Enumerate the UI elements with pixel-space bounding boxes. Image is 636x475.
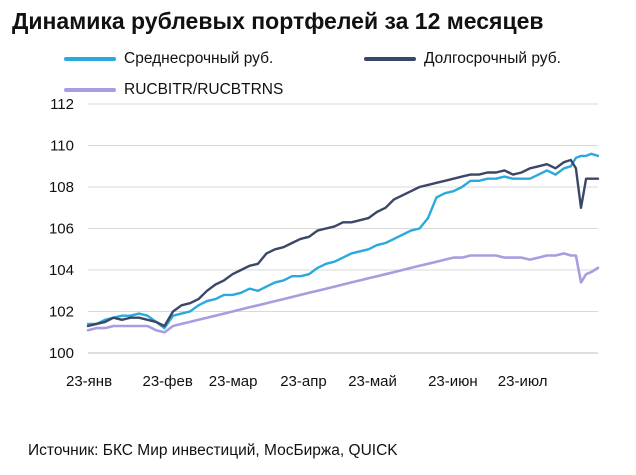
legend-swatch-medium [64,57,116,61]
y-tick-label: 110 [50,138,74,155]
y-tick-label: 100 [49,345,74,362]
legend-swatch-index [64,88,116,92]
legend-label-medium: Среднесрочный руб. [124,50,274,67]
chart-title: Динамика рублевых портфелей за 12 месяце… [12,8,544,34]
series-line-long [86,158,600,328]
series-line-index [86,252,600,334]
y-tick-label: 108 [49,179,74,196]
y-tick-label: 102 [49,304,74,321]
x-tick-label: 23-мар [209,373,258,390]
legend-label-index: RUCBITR/RUCBTRNS [124,81,284,98]
source-note: Источник: БКС Мир инвестиций, МосБиржа, … [28,442,398,459]
y-tick-label: 112 [50,96,74,113]
line-chart: 100 102 104 106 108 110 112 23-янв 23-фев 23-мар 2… [49,96,600,390]
x-tick-label: 23-май [348,373,397,390]
x-tick-label: 23-апр [280,373,327,390]
legend-swatch-long [364,57,416,61]
x-tick-label: 23-июн [428,373,478,390]
series-line-medium [86,152,600,330]
legend-item-long: Долгосрочный руб. [364,50,561,68]
x-tick-label: 23-янв [66,373,112,390]
x-tick-label: 23-фев [143,373,193,390]
x-tick-label: 23-июл [498,373,548,390]
legend-label-long: Долгосрочный руб. [424,50,561,67]
legend-item-medium: Среднесрочный руб. [64,50,273,68]
legend-item-index: RUCBITR/RUCBTRNS [64,81,283,99]
y-tick-label: 106 [49,221,74,238]
y-tick-label: 104 [49,262,74,279]
